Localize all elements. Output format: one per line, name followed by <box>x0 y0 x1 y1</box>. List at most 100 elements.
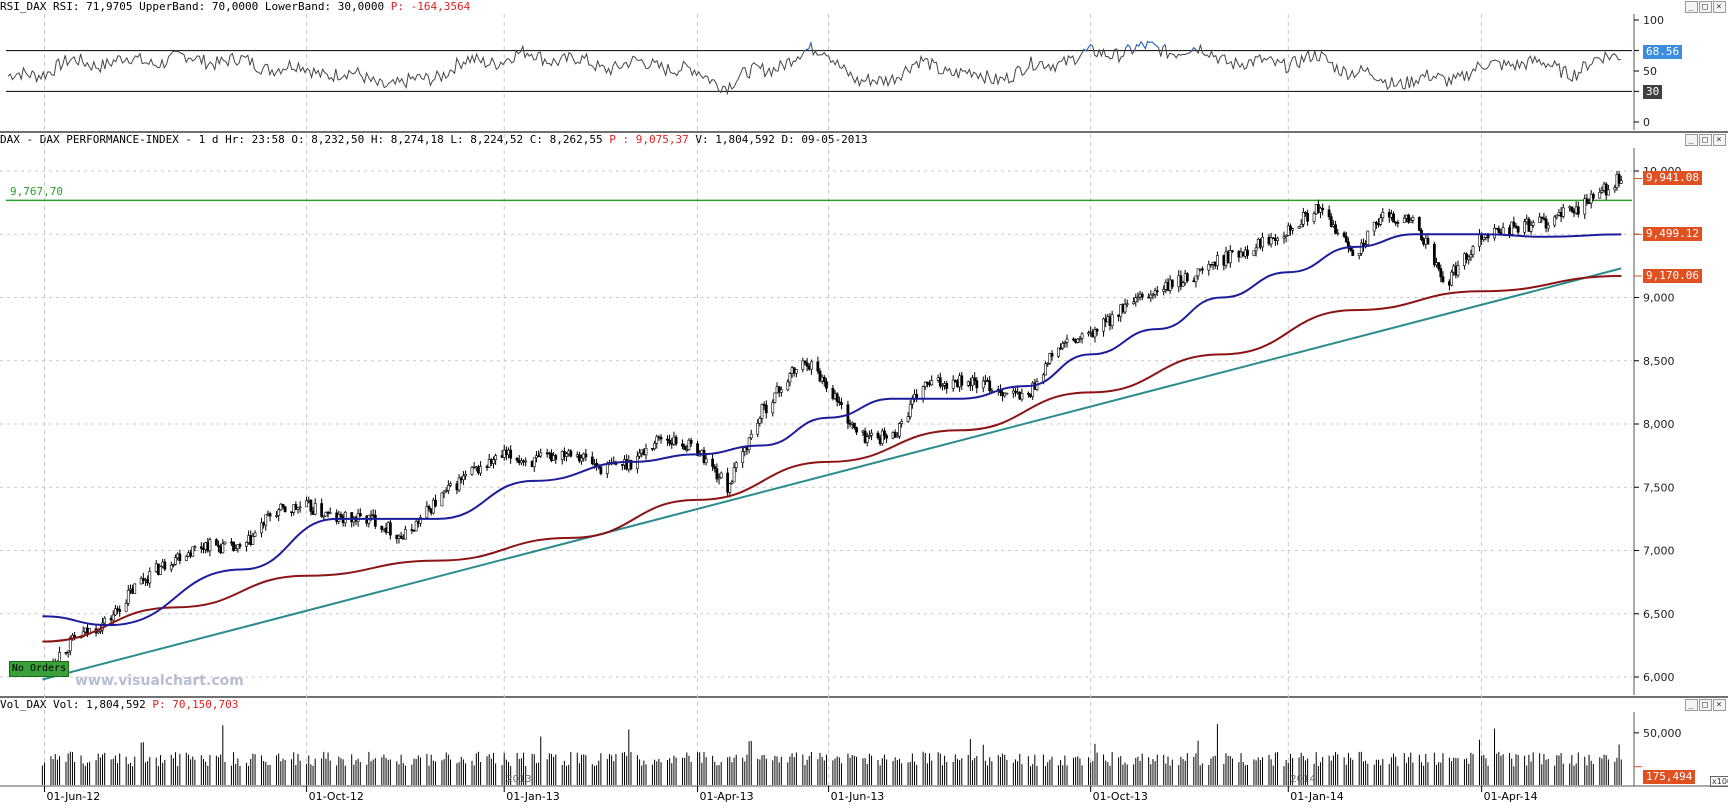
candle-body <box>1065 338 1069 343</box>
candle-body <box>1450 271 1453 286</box>
candle-body <box>1304 212 1307 214</box>
candle-body <box>638 452 641 457</box>
rsi-line <box>7 40 1621 96</box>
candle-body <box>1046 362 1050 365</box>
candle-body <box>951 379 955 389</box>
candle-body <box>900 421 904 424</box>
candle-body <box>779 389 783 393</box>
candle-body <box>554 455 558 460</box>
rsi-overbought-segment <box>1191 46 1197 52</box>
candle-body <box>1501 227 1505 235</box>
candle-body <box>172 564 175 566</box>
candle-body <box>898 423 901 437</box>
candle-body <box>747 437 751 451</box>
candle-body <box>1585 198 1589 203</box>
candle-body <box>1286 225 1290 236</box>
candle-body <box>1372 222 1376 232</box>
candle-body <box>1357 253 1361 256</box>
candle-body <box>148 571 152 584</box>
candle-body <box>277 509 281 516</box>
candle-body <box>419 516 422 524</box>
minimize-icon[interactable]: _ <box>1685 1 1698 13</box>
candle-body <box>975 380 979 389</box>
date-tick-label: 01-Oct-12 <box>309 790 364 803</box>
candle-body <box>1261 236 1264 248</box>
candle-body <box>184 556 188 562</box>
candle-body <box>1359 242 1363 254</box>
candle-body <box>1379 217 1383 225</box>
candle-body <box>515 457 519 461</box>
minimize-icon[interactable]: _ <box>1685 699 1698 711</box>
candle-body <box>399 535 403 539</box>
candle-body <box>373 514 377 527</box>
candle-body <box>449 483 452 486</box>
candle-body <box>801 360 805 370</box>
rsi-overbought-segment <box>1125 44 1131 49</box>
candle-body <box>883 430 886 436</box>
candle-body <box>1516 226 1520 233</box>
candle-body <box>492 459 495 464</box>
candle-body <box>388 522 392 536</box>
candle-body <box>1301 212 1305 225</box>
candle-body <box>223 541 227 545</box>
candle-body <box>1254 247 1258 252</box>
candle-body <box>868 435 871 437</box>
price-header-p: P : 9,075,37 <box>609 133 689 146</box>
candle-body <box>328 512 332 515</box>
candle-body <box>1299 223 1303 228</box>
candle-body <box>1497 228 1501 233</box>
rsi-overbought-segment <box>804 42 812 52</box>
candle-body <box>921 386 925 400</box>
watermark: www.visualchart.com <box>75 673 244 689</box>
candle-body <box>1125 303 1129 305</box>
candle-body <box>1231 250 1234 253</box>
candle-body <box>1342 232 1346 237</box>
maximize-icon[interactable]: □ <box>1699 134 1712 146</box>
price-header: DAX - DAX PERFORMANCE-INDEX - 1 d Hr: 23… <box>0 133 1728 147</box>
price-tick-label: 6,000 <box>1643 671 1675 684</box>
close-icon[interactable]: × <box>1713 134 1726 146</box>
candle-body <box>1619 180 1623 184</box>
candle-body <box>221 543 225 554</box>
candle-body <box>1093 329 1097 338</box>
candle-body <box>1179 275 1183 287</box>
candle-body <box>1409 220 1413 223</box>
candle-body <box>1216 255 1219 267</box>
candle-body <box>1102 318 1105 332</box>
candle-body <box>1181 282 1185 287</box>
candle-body <box>1020 392 1024 400</box>
candle-body <box>730 481 734 484</box>
candle-body <box>1063 342 1067 344</box>
rsi-overbought-segment <box>1083 44 1093 52</box>
candle-body <box>66 650 70 653</box>
candle-body <box>1005 392 1009 395</box>
panel-separator[interactable] <box>0 131 1728 133</box>
candle-body <box>1349 248 1352 251</box>
candle-body <box>1087 332 1090 335</box>
no-orders-badge[interactable]: No Orders <box>9 661 69 677</box>
close-icon[interactable]: × <box>1713 1 1726 13</box>
panel-separator[interactable] <box>0 696 1728 698</box>
candle-body <box>1289 225 1292 231</box>
rsi-tick-label: 100 <box>1643 14 1664 27</box>
date-tick-label: 01-Apr-14 <box>1484 790 1538 803</box>
candle-body <box>1402 217 1406 224</box>
candle-body <box>696 443 699 456</box>
close-icon[interactable]: × <box>1713 699 1726 711</box>
candle-body <box>236 544 240 549</box>
candle-body <box>98 629 102 632</box>
candle-body <box>1407 214 1410 223</box>
date-tick-label: 01-Jun-12 <box>47 790 101 803</box>
candle-body <box>324 511 328 517</box>
trendline <box>42 267 1622 681</box>
candle-body <box>425 506 429 518</box>
candle-body <box>1439 268 1443 278</box>
rsi-band-tag: 30 <box>1643 85 1663 99</box>
candle-body <box>305 500 308 508</box>
maximize-icon[interactable]: □ <box>1699 699 1712 711</box>
minimize-icon[interactable]: _ <box>1685 134 1698 146</box>
candle-body <box>870 432 873 436</box>
maximize-icon[interactable]: □ <box>1699 1 1712 13</box>
candle-body <box>1374 222 1378 225</box>
